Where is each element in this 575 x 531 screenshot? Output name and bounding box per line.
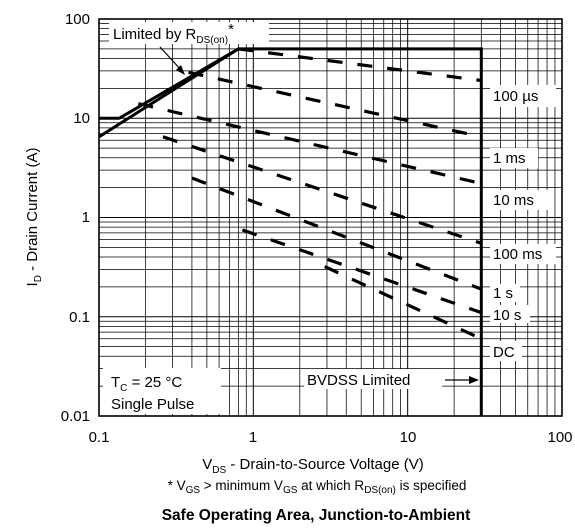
bvdss-label: BVDSS Limited <box>307 372 410 389</box>
series-10-s <box>241 228 482 315</box>
x-tick-label: 1 <box>249 429 257 446</box>
rds-limit-arrowhead <box>176 65 185 75</box>
curve-label-10s: 10 s <box>493 307 521 324</box>
conditions-box <box>103 368 221 414</box>
bvdss-arrowhead <box>469 376 479 384</box>
temperature-label: TC = 25 °C <box>111 374 182 394</box>
x-tick-label: 100 <box>547 429 572 446</box>
single-pulse-label: Single Pulse <box>111 396 194 413</box>
plot-frame <box>98 18 563 417</box>
curve-label-bg <box>490 190 548 210</box>
series-100-s <box>238 47 482 83</box>
curve-label-bg <box>490 148 538 168</box>
series-dc <box>99 47 483 416</box>
x-tick-labels: 0.1 1 10 100 <box>89 429 573 446</box>
x-tick-label: 0.1 <box>89 429 110 446</box>
y-tick-label: 0.1 <box>69 309 90 326</box>
rds-limit-label-bg <box>109 22 269 44</box>
x-axis-label: VDS - Drain-to-Source Voltage (V) <box>202 456 424 476</box>
bvdss-label-bg <box>304 369 442 389</box>
curve-label-dc: DC <box>493 344 515 361</box>
x-tick-label: 10 <box>400 429 417 446</box>
curve-label-bg <box>490 305 530 323</box>
curve-label-100ms: 100 ms <box>493 246 542 263</box>
series-dc-dashed <box>324 265 482 341</box>
y-tick-label: 1 <box>82 209 90 226</box>
curve-label-100us: 100 µs <box>493 88 538 105</box>
curve-label-1ms: 1 ms <box>493 150 526 167</box>
y-tick-label: 100 <box>65 11 90 28</box>
curve-labels: 100 µs 1 ms 10 ms 100 ms 1 s 10 s DC <box>490 85 556 361</box>
curve-label-10ms: 10 ms <box>493 192 534 209</box>
series-layer <box>98 47 483 416</box>
series-100-ms <box>162 135 482 245</box>
series-1-s <box>191 176 482 291</box>
y-tick-label: 10 <box>73 110 90 127</box>
y-tick-label: 0.01 <box>61 408 90 425</box>
curve-label-bg <box>490 284 520 302</box>
curve-label-bg <box>490 341 522 361</box>
series-10-ms <box>138 102 482 186</box>
rds-limit-arrow <box>159 46 183 72</box>
footnote: * VGS > minimum VGS at which RDS(on) is … <box>168 478 467 496</box>
y-tick-labels: 100 10 1 0.1 0.01 <box>61 11 90 425</box>
curve-label-bg <box>490 85 556 107</box>
rds-limit-label: Limited by RDS(on)* <box>113 21 234 46</box>
y-axis-label: ID - Drain Current (A) <box>24 148 44 287</box>
series-1-ms <box>188 70 482 139</box>
curve-label-1s: 1 s <box>493 285 513 302</box>
chart-caption: Safe Operating Area, Junction-to-Ambient <box>162 507 471 524</box>
curve-label-bg <box>490 244 556 264</box>
